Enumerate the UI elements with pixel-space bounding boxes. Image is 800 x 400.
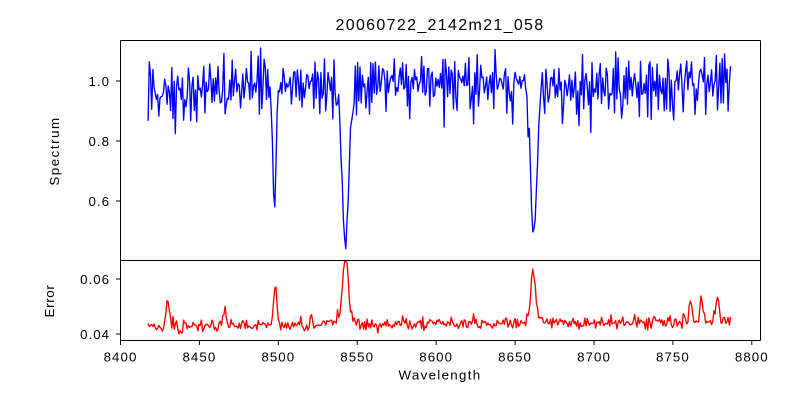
svg-text:8500: 8500 xyxy=(261,349,295,364)
svg-text:Error: Error xyxy=(42,285,57,318)
svg-text:1.0: 1.0 xyxy=(89,74,111,89)
svg-text:8700: 8700 xyxy=(577,349,611,364)
svg-text:0.8: 0.8 xyxy=(89,134,111,149)
svg-text:Spectrum: Spectrum xyxy=(47,116,62,185)
svg-text:8800: 8800 xyxy=(735,349,769,364)
svg-text:8600: 8600 xyxy=(419,349,453,364)
svg-text:8550: 8550 xyxy=(340,349,374,364)
svg-text:Wavelength: Wavelength xyxy=(398,367,481,382)
svg-text:8400: 8400 xyxy=(104,349,138,364)
svg-text:8750: 8750 xyxy=(656,349,690,364)
svg-text:8650: 8650 xyxy=(498,349,532,364)
svg-text:0.06: 0.06 xyxy=(80,272,110,287)
svg-text:20060722_2142m21_058: 20060722_2142m21_058 xyxy=(336,17,545,34)
svg-text:8450: 8450 xyxy=(182,349,216,364)
svg-text:0.04: 0.04 xyxy=(80,327,110,342)
svg-text:0.6: 0.6 xyxy=(89,194,111,209)
